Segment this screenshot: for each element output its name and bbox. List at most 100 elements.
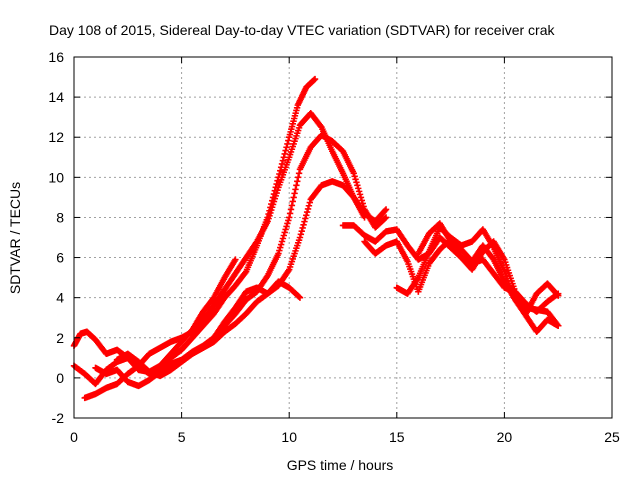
data-point — [290, 194, 297, 201]
data-point — [287, 206, 295, 213]
data-point — [276, 247, 283, 254]
data-point — [278, 238, 286, 245]
data-point — [280, 154, 288, 161]
data-point — [282, 226, 289, 233]
data-point — [288, 202, 296, 209]
data-point — [351, 173, 358, 180]
data-point — [295, 170, 303, 177]
data-point — [294, 178, 301, 185]
y-tick-label: 6 — [56, 250, 64, 266]
data-point — [301, 218, 308, 225]
data-point — [355, 185, 362, 192]
data-point — [354, 182, 361, 189]
data-point — [281, 229, 288, 236]
data-point — [277, 244, 284, 251]
data-point — [286, 210, 294, 217]
x-tick-label: 5 — [178, 429, 186, 445]
data-point — [293, 182, 300, 189]
data-point — [296, 234, 304, 241]
series-trace-2 — [70, 75, 319, 388]
data-point — [355, 188, 363, 195]
data-point — [302, 215, 309, 222]
y-tick-label: 16 — [48, 49, 64, 65]
data-point — [311, 75, 319, 83]
series-trace-9 — [393, 224, 562, 317]
data-point — [304, 205, 312, 213]
series-trace-8 — [361, 236, 562, 335]
data-point — [282, 147, 289, 154]
data-point — [352, 176, 359, 183]
data-point — [289, 198, 296, 205]
y-tick-label: 0 — [56, 370, 64, 386]
y-tick-label: 12 — [48, 129, 64, 145]
grid — [74, 57, 612, 418]
data-point — [284, 140, 291, 148]
series-trace-4 — [92, 132, 390, 390]
data-point — [291, 190, 298, 197]
data-point — [242, 269, 249, 276]
y-tick-label: 2 — [56, 330, 64, 346]
data-point — [297, 231, 305, 238]
data-point — [356, 191, 364, 198]
data-point — [381, 215, 389, 222]
series-trace-10 — [415, 220, 562, 329]
data-point — [279, 235, 287, 242]
data-point — [277, 167, 284, 174]
data-point — [381, 207, 389, 214]
y-axis-label: SDTVAR / TECUs — [7, 182, 23, 294]
data-point — [350, 170, 357, 177]
data-point — [294, 174, 302, 181]
data-point — [284, 220, 291, 227]
data-point — [303, 212, 310, 219]
y-tick-label: 14 — [48, 89, 64, 105]
x-axis-ticks: 0 5 10 15 20 25 — [70, 57, 620, 445]
data-series — [70, 75, 562, 402]
data-point — [353, 179, 360, 186]
y-axis-ticks: -2 0 2 4 6 8 10 12 14 16 — [48, 49, 612, 426]
data-point — [305, 202, 313, 209]
x-tick-label: 15 — [389, 429, 405, 445]
data-point — [276, 170, 283, 178]
y-tick-label: -2 — [52, 410, 65, 426]
chart-title: Day 108 of 2015, Sidereal Day-to-day VTE… — [49, 22, 555, 38]
data-point — [286, 214, 293, 221]
data-point — [277, 241, 285, 248]
data-point — [554, 291, 561, 298]
data-point — [555, 322, 562, 329]
y-tick-label: 4 — [56, 290, 64, 306]
data-point — [278, 160, 286, 168]
x-tick-label: 20 — [497, 429, 513, 445]
data-point — [285, 137, 292, 144]
x-tick-label: 25 — [604, 429, 620, 445]
x-axis-label: GPS time / hours — [287, 457, 394, 473]
data-point — [554, 321, 561, 328]
data-point — [382, 214, 390, 221]
series-trace-6 — [199, 278, 304, 352]
data-point — [232, 256, 239, 263]
data-point — [296, 294, 304, 301]
data-point — [555, 292, 562, 299]
y-tick-label: 8 — [56, 209, 64, 225]
data-point — [299, 224, 306, 232]
data-point — [358, 197, 366, 204]
data-point — [283, 144, 290, 151]
data-point — [283, 223, 290, 230]
data-point — [280, 232, 288, 239]
data-point — [285, 217, 292, 224]
data-point — [382, 206, 390, 213]
data-point — [298, 227, 305, 235]
data-point — [275, 250, 282, 257]
y-tick-label: 10 — [48, 169, 64, 185]
data-point — [303, 208, 311, 216]
data-point — [279, 157, 287, 164]
data-point — [281, 150, 288, 158]
x-tick-label: 10 — [281, 429, 297, 445]
data-point — [306, 199, 314, 206]
data-point — [357, 194, 365, 201]
data-point — [295, 293, 303, 301]
data-point — [300, 221, 307, 228]
x-tick-label: 0 — [70, 429, 78, 445]
data-point — [292, 186, 299, 193]
plot-frame — [73, 56, 613, 419]
